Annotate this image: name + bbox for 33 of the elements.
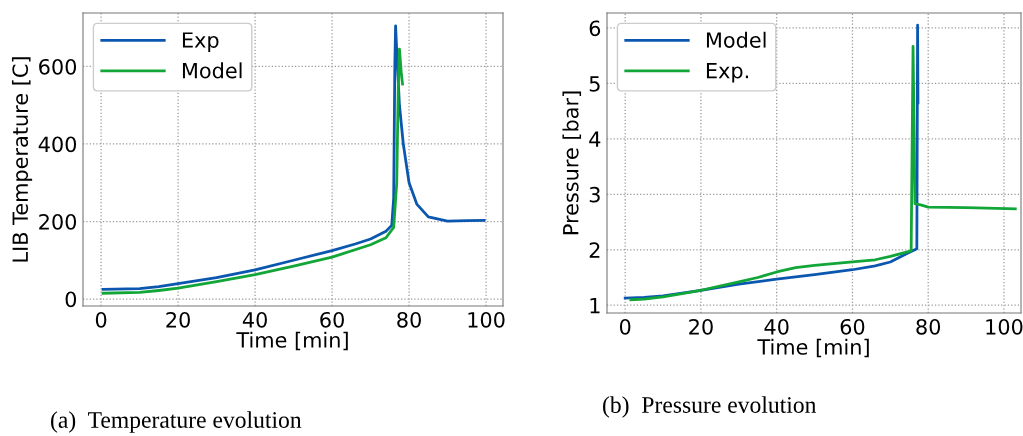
y-tick-label: 2 — [589, 242, 600, 258]
y-tick-label: 1 — [590, 297, 600, 314]
text: (b) Pressure evolution — [603, 396, 817, 418]
x-tick-label: 0 — [619, 318, 631, 335]
y-tick-label: 5 — [589, 76, 600, 92]
y-tick-label: 6 — [589, 20, 601, 37]
legend-label: Exp — [182, 32, 219, 52]
line-series — [101, 24, 486, 291]
text: (a) Temperature evolution — [51, 411, 302, 433]
x-tick-label: 80 — [916, 318, 941, 335]
y-tick-label: 4 — [589, 131, 601, 147]
y-tick-label: 3 — [589, 186, 600, 203]
legend-label: Model — [182, 62, 242, 79]
y-tick-label: 600 — [39, 58, 77, 75]
legend-label: Exp. — [706, 62, 749, 83]
x-tick-label: 20 — [689, 318, 713, 335]
x-axis-title: Time [min] — [236, 331, 348, 351]
x-tick-label: 40 — [764, 318, 789, 335]
x-tick-label: 100 — [986, 318, 1023, 335]
y-axis-title: LIB Temperature [C] — [11, 57, 33, 262]
y-tick-label: 200 — [39, 213, 77, 230]
y-tick-label: 0 — [65, 291, 77, 308]
x-tick-label: 100 — [468, 311, 505, 328]
x-axis-title: Time [min] — [757, 338, 869, 358]
y-axis-title: Pressure [bar] — [562, 91, 582, 235]
x-tick-label: 60 — [840, 318, 865, 335]
legend-label: Model — [706, 31, 766, 48]
x-tick-label: 0 — [95, 311, 107, 328]
x-tick-label: 40 — [242, 311, 267, 328]
x-tick-label: 80 — [397, 311, 421, 328]
x-tick-label: 20 — [166, 311, 190, 328]
y-tick-label: 400 — [38, 136, 77, 153]
x-tick-label: 60 — [320, 311, 344, 328]
